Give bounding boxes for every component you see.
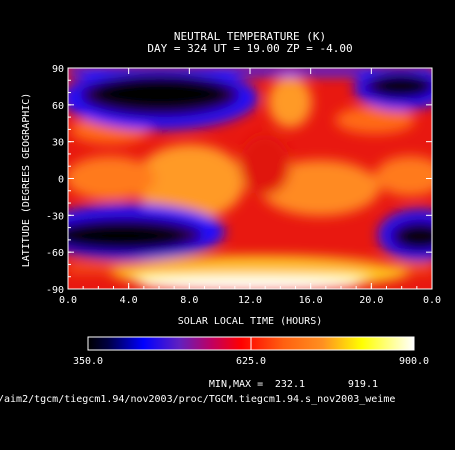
heatmap-field <box>68 68 432 289</box>
chart-title: NEUTRAL TEMPERATURE (K) <box>174 30 326 43</box>
y-tick-label: -30 <box>46 211 64 222</box>
x-tick-label: 20.0 <box>359 295 383 306</box>
chart-subtitle: DAY = 324 UT = 19.00 ZP = -4.00 <box>147 42 352 55</box>
x-axis: 0.0 4.0 8.0 12.0 16.0 20.0 0.0 <box>59 68 441 306</box>
colorbar-axis: 350.0 625.0 900.0 <box>73 337 429 367</box>
y-tick-label: 90 <box>52 64 64 75</box>
x-tick-label: 0.0 <box>423 295 441 306</box>
y-tick-label: 30 <box>52 138 64 149</box>
y-axis: -90 -60 -30 0 30 60 90 <box>46 64 432 296</box>
y-tick-label: -60 <box>46 248 64 259</box>
colorbar-tick-label: 350.0 <box>73 356 103 367</box>
colorbar-tick-label: 625.0 <box>236 356 266 367</box>
x-axis-label: SOLAR LOCAL TIME (HOURS) <box>178 316 323 327</box>
footer-path: /aim2/tgcm/tiegcm1.94/nov2003/proc/TGCM.… <box>0 394 395 405</box>
y-tick-label: 0 <box>58 175 64 186</box>
x-tick-label: 16.0 <box>299 295 323 306</box>
colorbar-tick-label: 900.0 <box>399 356 429 367</box>
max-value: 919.1 <box>348 379 378 390</box>
x-tick-label: 0.0 <box>59 295 77 306</box>
x-tick-label: 4.0 <box>120 295 138 306</box>
y-axis-label: LATITUDE (DEGREES GEOGRAPHIC) <box>21 93 32 268</box>
x-tick-label: 12.0 <box>238 295 262 306</box>
minmax-label: MIN,MAX = <box>209 379 263 390</box>
y-tick-label: -90 <box>46 285 64 296</box>
min-value: 232.1 <box>275 379 305 390</box>
y-tick-label: 60 <box>52 101 64 112</box>
x-tick-label: 8.0 <box>180 295 198 306</box>
